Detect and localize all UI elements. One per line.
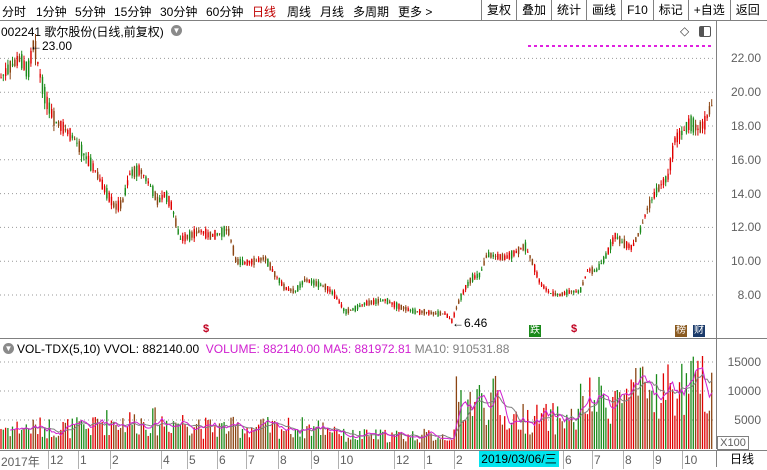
time-tick [563,451,564,469]
time-tick [394,451,395,469]
time-tick [110,451,111,469]
toolbar-buttons: 复权 叠加 统计 画线 F10 标记 +自选 返回 [481,0,765,20]
time-tick [653,451,654,469]
time-label: 2 [112,453,119,467]
price-tick: 10.00 [730,254,761,269]
toolbar-button-4[interactable]: F10 [621,0,653,20]
event-badge-1[interactable]: 榜 [675,325,687,337]
toolbar-button-7[interactable]: 返回 [729,0,765,20]
time-tick [48,451,49,469]
toolbar-button-6[interactable]: +自选 [687,0,730,20]
time-tick [454,451,455,469]
time-label: 2 [456,453,463,467]
period-tab-8[interactable]: 月线 [320,5,345,19]
time-tick [217,451,218,469]
volume-value: VOLUME: 882140.00 [205,342,320,356]
time-label: 6 [219,453,226,467]
ma10-value: MA10: 910531.88 [414,342,510,356]
period-tab-1[interactable]: 1分钟 [36,5,67,19]
volume-tick: 10000 [727,384,761,398]
time-label: 5 [189,453,196,467]
high-value: 23.00 [42,39,73,53]
time-label: 9 [655,453,662,467]
chevron-down-icon[interactable]: ▼ [171,25,182,36]
price-tick: 8.00 [737,288,761,302]
period-tab-4[interactable]: 30分钟 [160,5,198,19]
period-tab-10[interactable]: 更多 > [398,5,433,19]
toolbar-button-2[interactable]: 统计 [551,0,586,20]
time-tick [338,451,339,469]
time-tick [246,451,247,469]
low-price-label: ←6.46 [452,316,488,330]
time-label: 6 [565,453,572,467]
period-tab-7[interactable]: 周线 [287,5,312,19]
volume-unit: X100 [717,436,749,450]
volume-tick: 15000 [727,355,761,369]
indicator-name[interactable]: VOL-TDX(5,10) [17,342,101,356]
current-period-label: 日线 [716,451,767,467]
price-tick: 20.00 [730,85,761,100]
price-axis: 8.00 10.00 12.00 14.00 16.00 18.00 20.00 22.00 [716,21,767,338]
event-badge-2[interactable]: 财 [693,325,705,337]
diamond-icon[interactable]: ◇ [680,24,690,38]
time-label: 2017年 [1,455,40,469]
time-tick [682,451,683,469]
period-toolbar: 分时 1分钟 5分钟 15分钟 30分钟 60分钟 日线 周线 月线 多周期 更多 > 复权 叠加 统计… [0,0,767,21]
time-axis: 2017年 12 1 2 4 5 6 7 8 9 10 12 1 2 6 7 8 9 10 [0,450,767,469]
volume-axis: 5000 10000 15000 [716,339,767,449]
event-badge-0[interactable]: 跌 [529,325,541,337]
kline-chart[interactable] [0,0,716,450]
high-price-label: ←23.00 [30,39,73,53]
time-label: 8 [280,453,287,467]
time-label: 9 [313,453,320,467]
time-tick [592,451,593,469]
period-tab-0[interactable]: 分时 [2,5,27,19]
toolbar-button-1[interactable]: 叠加 [516,0,551,20]
time-label: 7 [594,453,601,467]
toolbar-button-0[interactable]: 复权 [481,0,516,20]
time-tick [424,451,425,469]
price-tick: 16.00 [730,152,761,167]
price-tick: 12.00 [730,220,761,235]
price-tick: 22.00 [730,51,761,66]
time-label: 8 [625,453,632,467]
time-label: 12 [50,453,64,467]
volume-tick: 5000 [734,413,761,427]
panel-toggle-icon[interactable] [699,26,711,37]
period-tab-6[interactable]: 日线 [252,5,277,19]
time-label: 7 [248,453,255,467]
low-value: 6.46 [464,316,488,330]
time-tick [78,451,79,469]
period-tab-9[interactable]: 多周期 [353,5,390,19]
dividend-marker-icon[interactable]: $ [571,323,578,335]
period-tab-2[interactable]: 5分钟 [75,5,106,19]
vvol-value: VVOL: 882140.00 [103,342,200,356]
time-tick [623,451,624,469]
dividend-marker-icon[interactable]: $ [203,323,210,335]
cursor-date: 2019/03/06/三 [479,451,559,467]
time-label: 10 [340,453,354,467]
time-label: 12 [396,453,410,467]
period-tab-5[interactable]: 60分钟 [206,5,244,19]
time-tick [161,451,162,469]
period-tab-3[interactable]: 15分钟 [114,5,152,19]
indicator-menu-icon[interactable]: ▼ [3,343,14,354]
time-label: 10 [684,453,698,467]
time-tick [311,451,312,469]
time-tick [187,451,188,469]
toolbar-button-5[interactable]: 标记 [652,0,688,20]
panel-divider [0,338,767,339]
time-tick [278,451,279,469]
chart-title: 002241 歌尔股份(日线,前复权) [1,25,164,39]
price-tick: 14.00 [730,186,761,201]
ma5-value: MA5: 881972.81 [323,342,412,356]
time-label: 1 [426,453,433,467]
time-label: 4 [163,453,170,467]
toolbar-button-3[interactable]: 画线 [586,0,621,20]
volume-header: VOL-TDX(5,10) VVOL: 882140.00 VOLUME: 88… [17,342,509,356]
price-tick: 18.00 [730,119,761,133]
time-label: 1 [80,453,87,467]
